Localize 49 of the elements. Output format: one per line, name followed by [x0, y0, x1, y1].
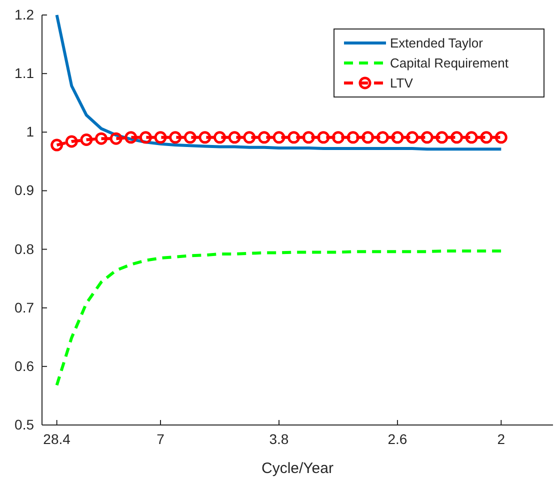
point [420, 131, 434, 144]
point [288, 131, 300, 144]
point [154, 131, 167, 144]
point [184, 131, 196, 144]
point [94, 132, 108, 145]
legend-label: Extended Taylor [390, 36, 484, 50]
point [110, 132, 122, 145]
point [258, 131, 270, 144]
y-tick-label: 0.9 [14, 182, 34, 198]
y-tick-label: 1 [26, 124, 34, 140]
point [480, 131, 493, 144]
line-series [55, 250, 503, 387]
x-tick-label: 7 [156, 430, 165, 447]
point [198, 131, 212, 144]
point [465, 131, 478, 144]
y-tick-label: 1.1 [14, 65, 34, 82]
point [124, 131, 138, 144]
point [436, 131, 448, 144]
point [332, 131, 344, 144]
point [50, 138, 64, 152]
y-tick-label: 0.7 [14, 299, 34, 316]
point [450, 131, 463, 144]
point [243, 131, 256, 144]
point [391, 131, 404, 144]
y-tick-label: 1.2 [14, 6, 34, 22]
point [406, 131, 419, 144]
point [139, 131, 152, 144]
y-tick-label: 0.6 [14, 358, 34, 374]
x-tick-label: 3.8 [269, 430, 289, 447]
y-tick-label: 0.8 [14, 240, 34, 257]
x-axis-title: Cycle/Year [262, 460, 334, 477]
legend-label: LTV [390, 76, 414, 90]
point [169, 131, 182, 144]
point [346, 131, 360, 144]
legend-label: Capital Requirement [390, 56, 509, 70]
x-tick-label: 28.4 [43, 430, 71, 447]
point [65, 135, 78, 148]
point [213, 131, 226, 144]
x-tick-label: 2 [497, 430, 506, 447]
point [362, 131, 374, 144]
point [80, 134, 93, 146]
y-tick-label: 0.5 [14, 416, 34, 432]
point [272, 131, 286, 144]
point [376, 131, 389, 144]
x-tick-label: 2.6 [388, 430, 408, 447]
point [228, 131, 241, 144]
point [494, 131, 508, 144]
point [302, 131, 315, 144]
point [317, 131, 330, 144]
